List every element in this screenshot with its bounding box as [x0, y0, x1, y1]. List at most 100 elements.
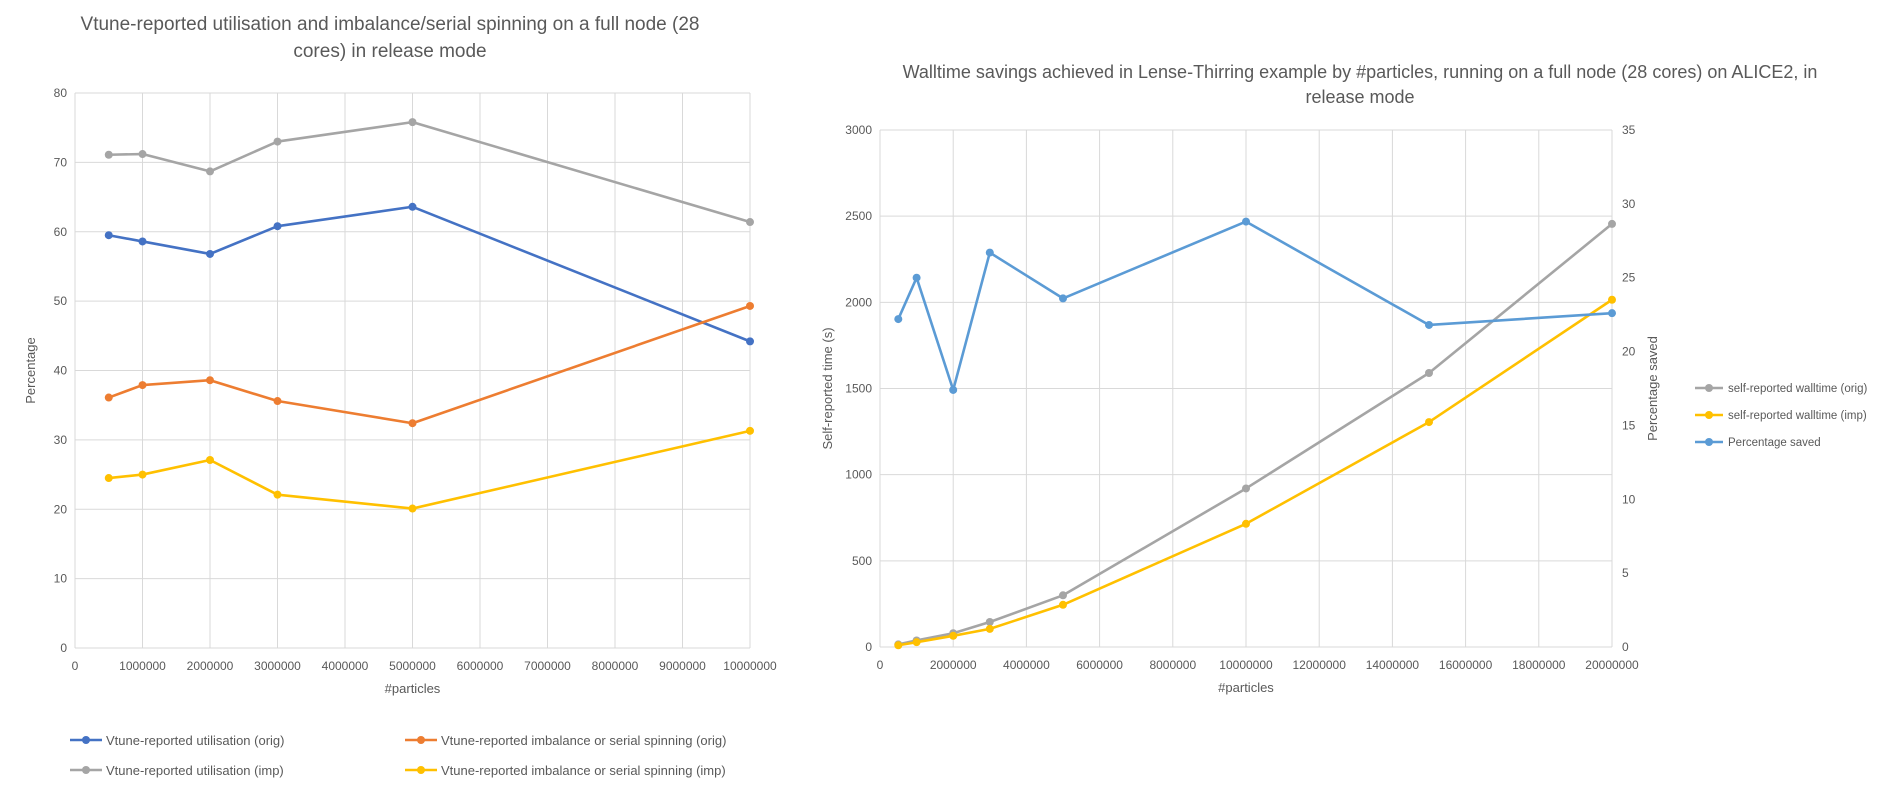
- c2-series-0-point: [985, 618, 994, 627]
- c2-ytick-label: 3000: [845, 123, 872, 137]
- c2-ytick-right-label: 10: [1622, 492, 1636, 506]
- c1-ytick-label: 80: [54, 86, 68, 100]
- c2-xtick-label: 12000000: [1293, 658, 1347, 672]
- c1-xaxis-label: #particles: [385, 681, 441, 696]
- c2-series-2-point: [1608, 309, 1616, 318]
- c2-legend-label: Percentage saved: [1728, 437, 1821, 449]
- c1-series-1-point: [273, 397, 282, 406]
- c2-series-line-0: [898, 222, 1613, 646]
- c1-legend-marker: [82, 736, 90, 744]
- c1-series-0-point: [746, 337, 754, 346]
- c1-series-line-3: [108, 429, 751, 510]
- c2-xtick-label: 16000000: [1439, 658, 1493, 672]
- c1-legend-marker: [82, 766, 90, 774]
- c2-legend-marker: [1705, 411, 1713, 419]
- c1-legend-label: Vtune-reported utilisation (imp): [106, 763, 284, 778]
- c2-ytick-right-label: 20: [1622, 345, 1636, 359]
- c1-ytick-label: 60: [54, 225, 68, 239]
- c1-xtick-label: 2000000: [187, 659, 234, 673]
- c2-series-2-point: [1059, 294, 1067, 303]
- c1-series-1-point: [746, 301, 754, 310]
- c1-ytick-label: 10: [54, 572, 68, 586]
- c2-series-0-point: [1608, 219, 1616, 228]
- c2-series-2-point: [1242, 217, 1250, 226]
- c1-legend-marker: [417, 736, 425, 744]
- c2-series-2-point: [949, 385, 958, 394]
- c2-legend-label: self-reported walltime (orig): [1728, 383, 1867, 395]
- c1-legend-label: Vtune-reported imbalance or serial spinn…: [441, 763, 726, 778]
- c2-series-1-point: [949, 631, 958, 640]
- c1-ytick-label: 30: [54, 433, 68, 447]
- c1-ytick-label: 20: [54, 502, 68, 516]
- c1-series-2-point: [408, 118, 417, 127]
- c1-yaxis-label: Percentage: [23, 337, 38, 404]
- c1-series-1-point: [206, 376, 214, 385]
- c1-series-3-point: [138, 470, 147, 479]
- c1-xtick-label: 8000000: [592, 659, 639, 673]
- c2-yaxis-right-label: Percentage saved: [1645, 336, 1660, 441]
- c1-series-3-point: [746, 426, 754, 435]
- c2-series-2-point: [985, 248, 994, 257]
- c2-ytick-right-label: 5: [1622, 566, 1629, 580]
- c2-ytick-label: 2000: [845, 295, 872, 309]
- c1-xtick-label: 5000000: [389, 659, 436, 673]
- c2-ytick-label: 1500: [845, 382, 872, 396]
- c2-series-0-point: [1425, 368, 1433, 377]
- c1-ytick-label: 40: [54, 364, 68, 378]
- c2-xtick-label: 4000000: [1003, 658, 1050, 672]
- c2-xtick-label: 18000000: [1512, 658, 1566, 672]
- c2-xtick-label: 0: [877, 658, 884, 672]
- c1-series-line-0: [108, 205, 751, 343]
- c2-ytick-right-label: 35: [1622, 123, 1636, 137]
- c2-legend-marker: [1705, 438, 1713, 446]
- c1-series-2-point: [138, 150, 147, 159]
- c1-series-3-point: [104, 474, 113, 483]
- c1-series-2-point: [206, 167, 214, 176]
- c1-series-2-point: [746, 218, 754, 227]
- c1-xtick-label: 7000000: [524, 659, 571, 673]
- c2-legend-label: self-reported walltime (imp): [1728, 410, 1867, 422]
- c1-legend-marker: [417, 766, 425, 774]
- c2-ytick-right-label: 30: [1622, 197, 1636, 211]
- c2-series-line-2: [897, 220, 1613, 392]
- c1-series-0-point: [104, 231, 113, 240]
- c2-yaxis-label: Self-reported time (s): [820, 327, 835, 449]
- c1-series-line-1: [108, 304, 751, 425]
- c2-ytick-label: 2500: [845, 209, 872, 223]
- c1-series-0-point: [273, 222, 282, 231]
- c1-xtick-label: 9000000: [659, 659, 706, 673]
- c2-xtick-label: 20000000: [1585, 658, 1639, 672]
- c2-series-2-point: [894, 315, 903, 324]
- chart2-title: Walltime savings achieved in Lense-Thirr…: [902, 62, 1818, 108]
- c2-xtick-label: 2000000: [930, 658, 977, 672]
- c2-series-2-point: [1425, 320, 1433, 329]
- c2-series-1-point: [1425, 418, 1433, 427]
- c2-series-1-point: [985, 624, 994, 633]
- c1-xtick-label: 6000000: [457, 659, 504, 673]
- c2-series-2-point: [912, 273, 921, 282]
- c2-series-1-point: [912, 638, 921, 647]
- c2-ytick-right-label: 25: [1622, 271, 1636, 285]
- c1-series-0-point: [408, 202, 417, 211]
- c1-series-line-2: [108, 120, 751, 224]
- c1-legend-label: Vtune-reported imbalance or serial spinn…: [441, 733, 726, 748]
- c2-ytick-right-label: 0: [1622, 640, 1629, 654]
- c1-ytick-label: 70: [54, 155, 68, 169]
- c2-series-line-1: [898, 298, 1613, 647]
- c2-ytick-label: 500: [852, 554, 872, 568]
- c2-series-1-point: [1059, 600, 1067, 609]
- c1-xtick-label: 0: [72, 659, 79, 673]
- c2-xtick-label: 6000000: [1076, 658, 1123, 672]
- c2-series-0-point: [1059, 591, 1067, 600]
- c2-xtick-label: 14000000: [1366, 658, 1420, 672]
- c2-ytick-right-label: 15: [1622, 418, 1636, 432]
- c1-series-3-point: [408, 504, 417, 513]
- c1-xtick-label: 1000000: [119, 659, 166, 673]
- c1-ytick-label: 50: [54, 294, 68, 308]
- c2-ytick-label: 0: [865, 640, 872, 654]
- c1-series-1-point: [104, 393, 113, 402]
- c2-series-1-point: [1608, 295, 1616, 304]
- c1-ytick-label: 0: [60, 641, 67, 655]
- c1-series-0-point: [206, 249, 214, 258]
